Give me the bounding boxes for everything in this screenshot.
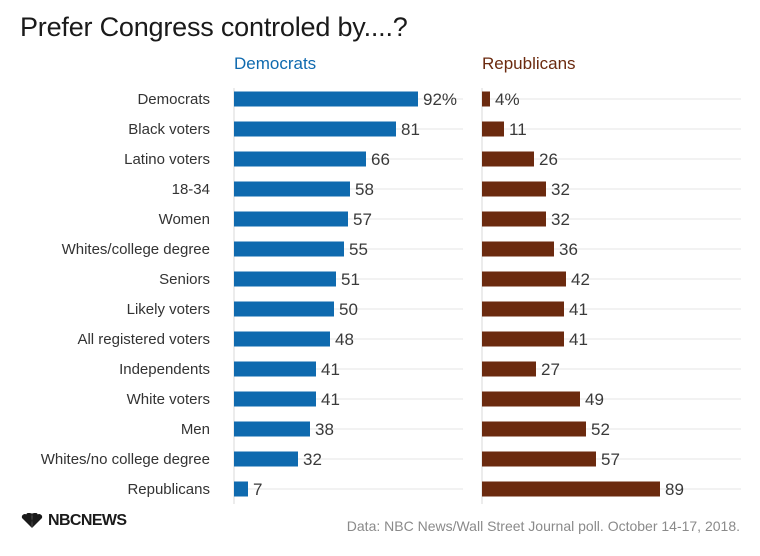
value-label-democrats: 41 (321, 390, 340, 409)
bar-republicans (482, 391, 580, 407)
series-header-democrats: Democrats (234, 54, 316, 73)
category-label: Democrats (137, 91, 210, 108)
bar-republicans (482, 91, 490, 107)
category-label: Women (159, 211, 210, 228)
source-note: Data: NBC News/Wall Street Journal poll.… (346, 518, 740, 534)
bar-democrats (234, 451, 298, 467)
bar-democrats (234, 361, 316, 377)
category-label: White voters (127, 391, 210, 408)
bar-democrats (234, 211, 348, 227)
value-label-republicans: 42 (571, 270, 590, 289)
bar-republicans (482, 481, 660, 497)
value-label-republicans: 32 (551, 210, 570, 229)
value-label-republicans: 27 (541, 360, 560, 379)
value-label-democrats: 50 (339, 300, 358, 319)
bar-republicans (482, 301, 564, 317)
value-label-republicans: 26 (539, 150, 558, 169)
peacock-icon (21, 513, 43, 528)
bar-republicans (482, 121, 504, 137)
value-label-republicans: 32 (551, 180, 570, 199)
chart-title: Prefer Congress controled by....? (20, 12, 408, 42)
bar-democrats (234, 181, 350, 197)
category-label: Whites/college degree (62, 241, 210, 258)
value-label-republicans: 41 (569, 330, 588, 349)
value-label-democrats: 48 (335, 330, 354, 349)
bar-republicans (482, 241, 554, 257)
bar-democrats (234, 241, 344, 257)
bar-democrats (234, 301, 334, 317)
value-label-democrats: 57 (353, 210, 372, 229)
value-label-democrats: 55 (349, 240, 368, 259)
bar-democrats (234, 481, 248, 497)
bar-democrats (234, 391, 316, 407)
bar-democrats (234, 421, 310, 437)
nbc-news-logo: NBCNEWS (20, 512, 127, 530)
bar-republicans (482, 271, 566, 287)
value-label-democrats: 41 (321, 360, 340, 379)
logo-text: NBCNEWS (48, 512, 127, 529)
value-label-republicans: 57 (601, 450, 620, 469)
value-label-democrats: 38 (315, 420, 334, 439)
value-label-republicans: 89 (665, 480, 684, 499)
value-label-democrats: 81 (401, 120, 420, 139)
value-label-republicans: 52 (591, 420, 610, 439)
bar-republicans (482, 331, 564, 347)
category-label: Men (181, 421, 210, 438)
category-label: All registered voters (77, 331, 210, 348)
category-label: Seniors (159, 271, 210, 288)
bar-democrats (234, 91, 418, 107)
bar-republicans (482, 451, 596, 467)
category-label: Whites/no college degree (41, 451, 210, 468)
value-label-republicans: 36 (559, 240, 578, 259)
bar-democrats (234, 121, 396, 137)
series-header-republicans: Republicans (482, 54, 576, 73)
value-label-democrats: 66 (371, 150, 390, 169)
bar-democrats (234, 151, 366, 167)
value-label-republicans: 11 (509, 120, 527, 139)
value-label-democrats: 32 (303, 450, 322, 469)
bar-republicans (482, 151, 534, 167)
value-label-republicans: 4% (495, 90, 520, 109)
value-label-republicans: 49 (585, 390, 604, 409)
value-label-democrats: 58 (355, 180, 374, 199)
category-label: Likely voters (127, 301, 210, 318)
category-label: Black voters (128, 121, 210, 138)
category-label: Latino voters (124, 151, 210, 168)
bar-republicans (482, 211, 546, 227)
bar-democrats (234, 331, 330, 347)
value-label-democrats: 92% (423, 90, 457, 109)
bar-republicans (482, 181, 546, 197)
category-label: Independents (119, 361, 210, 378)
value-label-democrats: 51 (341, 270, 360, 289)
category-label: 18-34 (172, 181, 210, 198)
value-label-democrats: 7 (253, 480, 262, 499)
bar-republicans (482, 361, 536, 377)
value-label-republicans: 41 (569, 300, 588, 319)
bar-republicans (482, 421, 586, 437)
bar-democrats (234, 271, 336, 287)
category-label: Republicans (127, 481, 210, 498)
